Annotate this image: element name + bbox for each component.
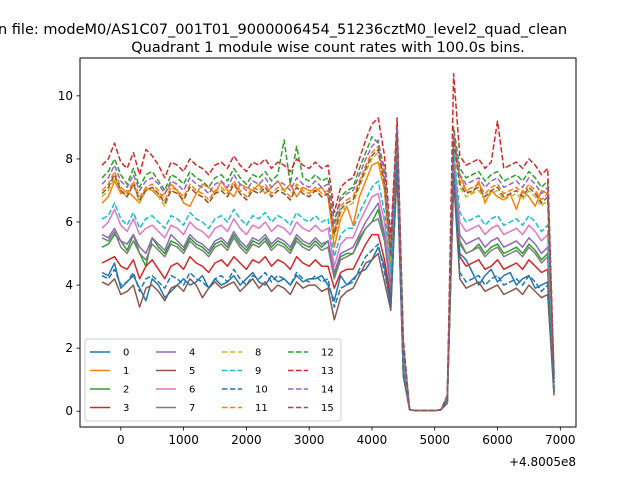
y-tick-label: 10 [58,89,73,103]
legend-label-4: 4 [189,348,195,359]
legend-label-12: 12 [321,348,334,359]
legend-label-7: 7 [189,403,195,414]
x-tick-label: 0 [117,433,125,447]
legend-label-13: 13 [321,366,334,377]
legend-label-5: 5 [189,366,195,377]
x-tick-label: 6000 [482,433,513,447]
series-line-11 [101,129,555,412]
x-tick-label: 1000 [168,433,199,447]
x-tick-label: 7000 [545,433,576,447]
legend-label-6: 6 [189,385,195,396]
series-line-7 [101,155,555,412]
legend-label-11: 11 [255,403,268,414]
figure-suptitle: n file: modeM0/AS1C07_001T01_9000006454_… [0,22,567,38]
series-line-15 [101,132,555,412]
y-tick-label: 6 [65,215,73,229]
plot-frame [79,57,577,428]
y-tick-label: 8 [65,152,73,166]
chart-title: Quadrant 1 module wise count rates with … [131,40,525,56]
x-tick-label: 3000 [294,433,325,447]
legend-label-1: 1 [123,366,129,377]
legend-label-10: 10 [255,385,268,396]
legend-label-3: 3 [123,403,129,414]
x-tick-label: 4000 [357,433,388,447]
series-layer [101,73,555,412]
y-tick-label: 4 [65,278,73,292]
series-line-13 [101,73,555,412]
legend-label-0: 0 [123,348,129,359]
y-tick-label: 2 [65,341,73,355]
y-axis: 0 2 4 6 8 10 [58,89,80,418]
x-axis: 0 1000 2000 3000 4000 5000 6000 7000 [117,427,576,447]
legend-label-8: 8 [255,348,261,359]
x-tick-label: 2000 [231,433,262,447]
legend-box [84,338,342,422]
legend-label-15: 15 [321,403,334,414]
series-line-10 [101,161,555,412]
series-line-5 [101,164,555,412]
y-tick-label: 0 [65,404,73,418]
series-line-4 [101,145,555,412]
x-offset-label: +4.8005e8 [509,455,576,469]
series-line-3 [101,170,555,412]
legend-label-2: 2 [123,385,129,396]
legend-label-14: 14 [321,385,334,396]
series-line-14 [101,126,555,412]
series-line-6 [101,139,555,412]
series-line-12 [101,123,555,412]
series-line-9 [101,136,555,412]
x-tick-label: 5000 [419,433,450,447]
legend-label-9: 9 [255,366,261,377]
